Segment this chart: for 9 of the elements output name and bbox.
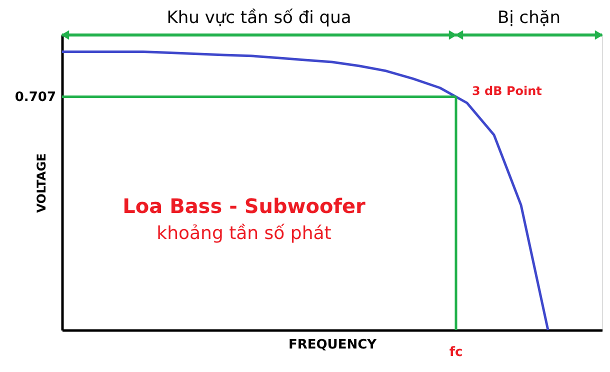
text: 0.707 <box>14 90 56 105</box>
annotation: Loa Bass - Subwoofer <box>122 194 366 218</box>
x-axis-title: FREQUENCY <box>288 338 378 352</box>
annotation: 3 dB Point <box>472 84 542 98</box>
text: Bị chặn <box>497 8 561 28</box>
text: fc <box>449 345 463 360</box>
text: Khu vực tần số đi qua <box>166 8 352 28</box>
y-axis-title: VOLTAGE <box>34 153 48 213</box>
annotation: khoảng tần số phát <box>156 223 332 244</box>
